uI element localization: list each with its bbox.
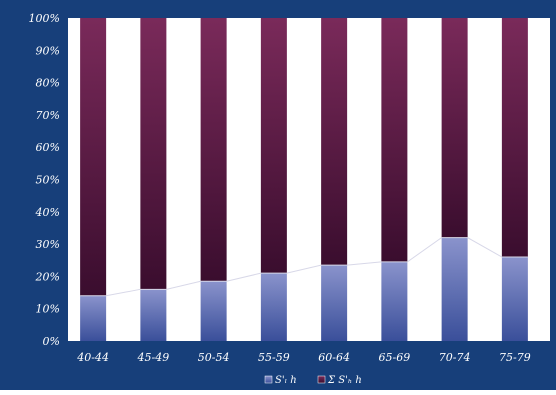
bar-segment-lower: [80, 295, 107, 341]
y-tick-label: 40%: [35, 206, 60, 219]
y-axis: 0% 10% 20% 30% 40% 50% 60% 70% 80% 90% 100%: [29, 12, 60, 348]
legend: S'ₗ h Σ S'ₕ h: [264, 375, 362, 386]
line-overlay: [80, 237, 528, 297]
x-tick-label: 70-74: [439, 351, 471, 364]
y-tick-label: 100%: [29, 12, 60, 25]
y-tick-label: 0%: [43, 335, 60, 348]
bar-segment-lower: [200, 281, 227, 341]
x-tick-label: 75-79: [499, 351, 531, 364]
y-tick-label: 20%: [35, 270, 60, 283]
x-tick-label: 55-59: [258, 351, 290, 364]
y-tick-label: 60%: [36, 141, 60, 154]
bar-segment-lower: [501, 257, 528, 341]
bar-segment-upper: [381, 18, 408, 262]
x-tick-label: 65-69: [379, 351, 411, 364]
y-tick-label: 50%: [36, 174, 60, 187]
y-tick-label: 70%: [36, 109, 60, 122]
bar-segment-lower: [441, 237, 468, 341]
x-tick-label: 50-54: [198, 351, 230, 364]
plot-area: [68, 18, 550, 341]
y-tick-label: 90%: [36, 44, 60, 57]
bar-segment-upper: [260, 18, 287, 274]
bars: [80, 18, 528, 341]
bar-segment-lower: [260, 273, 287, 341]
x-axis: 40-44 45-49 50-54 55-59 60-64 65-69 70-74 75-79: [76, 351, 530, 364]
x-tick-label: 60-64: [318, 351, 350, 364]
x-tick-label: 45-49: [137, 351, 170, 364]
y-tick-label: 30%: [36, 238, 60, 251]
bar-segment-upper: [80, 18, 107, 296]
bar-segment-lower: [381, 261, 408, 341]
bar-segment-upper: [441, 18, 468, 238]
bar-segment-upper: [140, 18, 167, 290]
legend-label: S'ₗ h: [275, 375, 297, 386]
bar-segment-upper: [321, 18, 348, 266]
bar-segment-lower: [140, 289, 167, 341]
x-tick-label: 40-44: [76, 351, 109, 364]
bar-segment-lower: [321, 265, 348, 341]
bar-segment-upper: [501, 18, 528, 258]
legend-label: Σ S'ₕ h: [327, 375, 362, 386]
series-line: [80, 237, 528, 297]
legend-swatch: [317, 375, 326, 384]
legend-swatch: [264, 375, 273, 384]
y-tick-label: 80%: [36, 77, 60, 90]
bar-segment-upper: [200, 18, 227, 282]
y-tick-label: 10%: [36, 303, 60, 316]
